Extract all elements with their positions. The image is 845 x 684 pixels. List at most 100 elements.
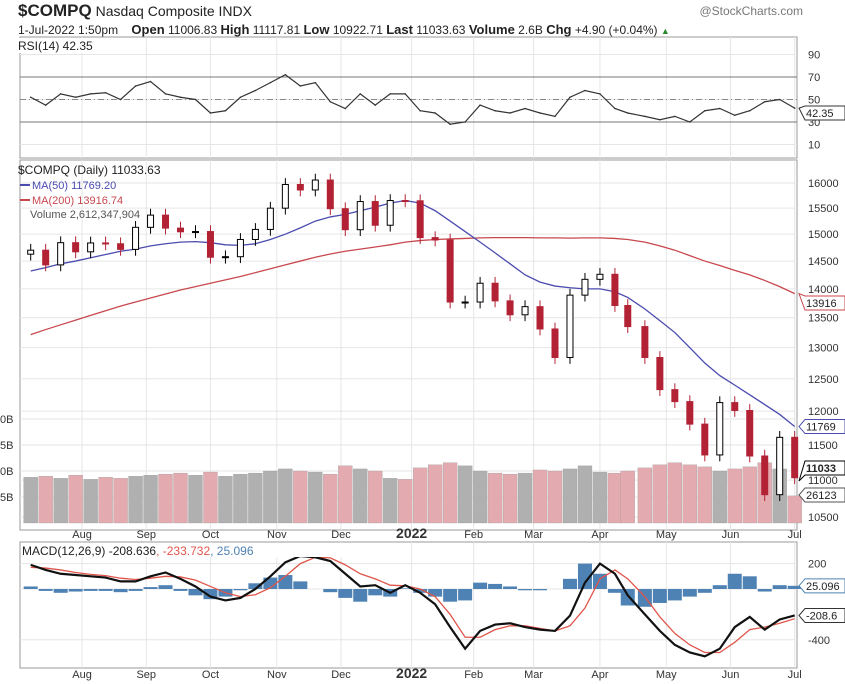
volume-bar [620, 470, 635, 524]
x-axis-label: Oct [202, 669, 219, 681]
rsi-point [748, 109, 751, 112]
macd-histogram-bar [233, 589, 248, 591]
rsi-point [763, 100, 766, 103]
volume-tick-label: 0B [0, 466, 13, 478]
macd-tick-label: -400 [808, 635, 830, 647]
rsi-point [329, 100, 332, 103]
volume-bar [113, 478, 128, 524]
volume-bar [188, 475, 203, 524]
volume-bar [547, 470, 563, 524]
rsi-point [524, 107, 526, 110]
volume-legend: Volume 2,612,347,904 [30, 209, 140, 221]
price-tick-label: 15500 [808, 203, 839, 215]
x-axis-label: May [656, 669, 677, 681]
volume-bar [532, 469, 548, 524]
macd-value-label-tag [798, 607, 845, 623]
x-axis-label: Sep [136, 669, 156, 681]
macd-hist-value-label: 25.096 [806, 581, 840, 593]
rsi-value-label: 42.35 [806, 108, 834, 120]
rsi-point [599, 93, 601, 95]
volume-bar [682, 464, 697, 524]
last-price-label: 11033 [806, 463, 836, 475]
rsi-point [644, 115, 646, 118]
price-tick-label: 16000 [808, 178, 839, 190]
volume-bar [23, 477, 38, 524]
candle [731, 402, 739, 411]
macd-histogram-bar [203, 589, 218, 600]
macd-legend: MACD(12,26,9) -208.636, -233.732, 25.096 [22, 544, 254, 558]
rsi-point [179, 96, 182, 99]
chg-value: +4.90 (+0.04%) [574, 23, 658, 37]
macd-histogram-bar [323, 589, 338, 593]
candle [596, 273, 604, 280]
macd-histogram-bar [577, 563, 592, 589]
candle [296, 183, 304, 191]
macd-histogram-bar [787, 585, 802, 589]
macd-histogram-bar [607, 589, 622, 593]
macd-histogram-bar [428, 589, 443, 597]
volume-bar [38, 476, 53, 524]
macd-histogram-bar [620, 589, 635, 606]
volume-bar [233, 473, 248, 524]
candle [191, 231, 199, 234]
x-axis-label: Feb [464, 669, 483, 681]
x-axis-label: 2022 [396, 665, 427, 681]
rsi-point [359, 93, 362, 95]
candle [266, 207, 274, 230]
volume-value-label: 26123 [806, 490, 837, 502]
candle [431, 237, 439, 241]
macd-histogram-bar [727, 573, 742, 589]
macd-histogram-bar [562, 578, 577, 589]
macd-histogram-bar [443, 589, 458, 602]
macd-histogram-bar [68, 589, 83, 592]
volume-bar [383, 478, 398, 524]
macd-histogram-bar [697, 589, 712, 593]
ma200-line [30, 236, 795, 336]
macd-histogram-bar [38, 589, 53, 591]
rsi-point [239, 96, 242, 99]
quote-date: 1-Jul-2022 1:50pm [18, 23, 119, 37]
volume-bar [368, 470, 383, 524]
high-label: High [220, 22, 250, 37]
rsi-point [149, 80, 152, 83]
candle [746, 409, 754, 457]
low-label: Low [303, 22, 330, 37]
rsi-value-label-tag [798, 105, 845, 121]
rsi-line [30, 74, 795, 125]
rsi-point [104, 91, 107, 94]
rsi-point [554, 115, 556, 118]
volume-bar [263, 470, 278, 524]
macd-histogram-bar [353, 589, 368, 602]
candle [611, 273, 619, 306]
macd-histogram-bar [518, 589, 533, 591]
x-axis-label: Aug [72, 529, 92, 541]
x-axis-label: Apr [591, 529, 608, 541]
candle [311, 179, 319, 191]
rsi-point [254, 89, 257, 92]
macd-signal-line [30, 556, 795, 654]
rsi-tick-label: 50 [808, 95, 820, 107]
macd-legend-signal: , -233.732 [156, 544, 210, 558]
candle [162, 214, 170, 229]
price-legend: $COMPQ (Daily) 11033.63 [18, 163, 161, 177]
candle [132, 226, 140, 250]
rsi-point [793, 107, 796, 109]
volume-bar [308, 471, 323, 524]
candle [281, 183, 289, 209]
macd-histogram-bar [53, 589, 68, 593]
volume-bar [338, 465, 353, 524]
volume-bar [562, 468, 578, 524]
candle [147, 214, 155, 228]
candle [761, 455, 769, 496]
macd-legend-hist: , 25.096 [210, 544, 254, 558]
symbol: $COMPQ [18, 1, 92, 20]
candle [446, 239, 454, 303]
macd-histogram-bar [188, 589, 203, 596]
volume-value: 2.6B [518, 23, 543, 37]
rsi-point [44, 104, 47, 106]
rsi-point [509, 112, 511, 114]
volume-bar [697, 466, 712, 524]
rsi-point [434, 112, 436, 114]
macd-histogram-bar [143, 587, 158, 589]
